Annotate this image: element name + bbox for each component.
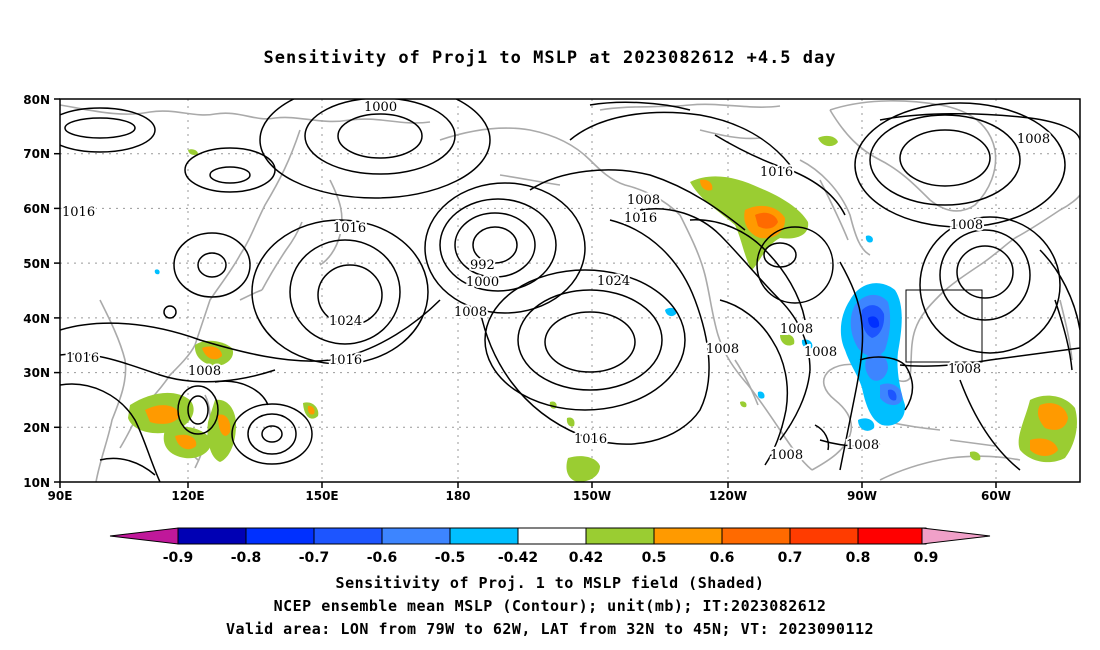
caption-line-3: Valid area: LON from 79W to 62W, LAT fro… [225,620,875,638]
lat-tick-label: 60N [23,202,50,216]
colorbar-tick-label: -0.6 [367,550,398,566]
colorbar-tick-label: 0.6 [710,550,735,566]
lat-tick-label: 10N [23,476,50,490]
colorbar-segment [177,527,247,545]
colorbar-segment [517,527,587,545]
colorbar-tick-label: 0.7 [778,550,803,566]
contour-label: 1016 [333,221,366,236]
lon-tick-label: 150W [573,489,611,503]
sensitivity-shading [128,135,1077,482]
colorbar-segment [449,527,519,545]
contour-label: 1016 [329,353,362,368]
colorbar-tick-label: 0.5 [642,550,667,566]
colorbar-tick-label: -0.9 [163,550,194,566]
mslp-contours [60,99,1080,482]
contour-label: 1008 [454,305,487,320]
chart-title: Sensitivity of Proj1 to MSLP at 20230826… [263,48,837,68]
lon-tick-label: 150E [305,489,338,503]
contour-label: 1024 [597,274,630,289]
lat-tick-label: 80N [23,93,50,107]
contour-label: 1008 [1017,132,1050,147]
lon-tick-label: 120E [171,489,204,503]
contour-label: 1000 [364,100,397,115]
lat-tick-label: 20N [23,421,50,435]
contour-label: 1016 [62,205,95,220]
colorbar-segment [721,527,791,545]
colorbar-segment [381,527,451,545]
colorbar-tick-label: 0.8 [846,550,871,566]
contour-label: 1008 [804,345,837,360]
colorbar-tick-label: -0.7 [299,550,330,566]
contour-label: 1016 [760,165,793,180]
colorbar-high-end [921,527,991,545]
lat-tick-label: 40N [23,312,50,326]
lon-tick-label: 60W [981,489,1011,503]
map-frame [59,98,1081,483]
lon-tick-label: 120W [709,489,747,503]
lat-tick-label: 30N [23,366,50,380]
contour-label: 1024 [329,314,362,329]
contour-label-group: 1000 1016 1016 992 1000 1008 1016 1024 1… [60,98,1052,465]
contour-label: 1008 [706,342,739,357]
colorbar-tick-label: -0.5 [435,550,466,566]
colorbar-tick-label: -0.8 [231,550,262,566]
contour-label: 1016 [624,211,657,226]
contour-label: 992 [470,258,495,273]
lat-tick-label: 70N [23,147,50,161]
contour-label: 1008 [770,448,803,463]
colorbar: -0.9 -0.8 -0.7 -0.6 -0.5 -0.42 0.42 0.5 0.6 0.7 0.… [109,527,991,566]
colorbar-segment [653,527,723,545]
contour-label: 1016 [66,351,99,366]
colorbar-tick-label: 0.9 [914,550,939,566]
lon-tick-label: 90W [847,489,877,503]
colorbar-low-end [109,527,179,545]
lat-tick-label: 50N [23,257,50,271]
lon-tick-label: 180 [445,489,470,503]
contour-label: 1008 [780,322,813,337]
colorbar-segment [313,527,383,545]
contour-label: 1016 [574,432,607,447]
colorbar-segment [789,527,859,545]
caption-line-1: Sensitivity of Proj. 1 to MSLP field (Sh… [335,574,765,592]
caption-line-2: NCEP ensemble mean MSLP (Contour); unit(… [273,597,827,615]
contour-label: 1000 [466,275,499,290]
contour-label: 1008 [950,218,983,233]
colorbar-tick-label: -0.42 [498,550,538,566]
colorbar-segment [857,527,927,545]
valid-area-box [905,289,983,363]
colorbar-tick-label: 0.42 [569,550,604,566]
colorbar-segment [245,527,315,545]
lon-tick-label: 90E [48,489,73,503]
contour-label: 1008 [846,438,879,453]
contour-label: 1008 [627,193,660,208]
colorbar-segment [585,527,655,545]
contour-label: 1008 [188,364,221,379]
contour-label: 1008 [948,362,981,377]
